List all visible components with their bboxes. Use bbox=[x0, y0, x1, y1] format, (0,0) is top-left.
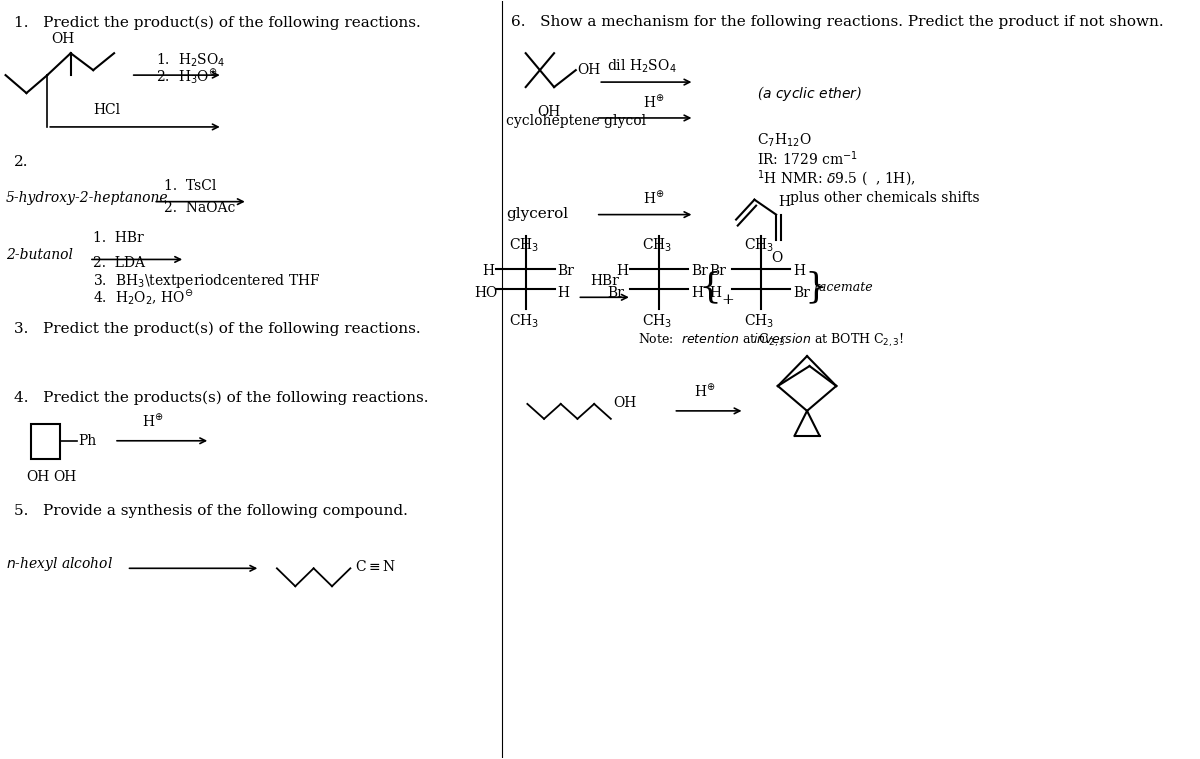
Text: H: H bbox=[616, 264, 628, 279]
Text: ($a$ $cyclic$ $ether$): ($a$ $cyclic$ $ether$) bbox=[757, 84, 863, 103]
Text: }: } bbox=[804, 270, 828, 304]
Text: CH$_3$: CH$_3$ bbox=[509, 312, 539, 329]
Text: 5.   Provide a synthesis of the following compound.: 5. Provide a synthesis of the following … bbox=[14, 503, 408, 518]
Text: 3.   Predict the product(s) of the following reactions.: 3. Predict the product(s) of the followi… bbox=[14, 321, 420, 335]
Text: H: H bbox=[482, 264, 494, 279]
Text: 4.   Predict the products(s) of the following reactions.: 4. Predict the products(s) of the follow… bbox=[14, 391, 428, 405]
Text: HCl: HCl bbox=[94, 103, 120, 117]
Text: cycloheptene glycol: cycloheptene glycol bbox=[506, 114, 647, 128]
Text: H$^{\oplus}$: H$^{\oplus}$ bbox=[695, 383, 716, 400]
Text: 1.  TsCl: 1. TsCl bbox=[164, 178, 216, 193]
Text: Note:  $retention$ at C$_{2,3}$: Note: $retention$ at C$_{2,3}$ bbox=[637, 332, 785, 349]
Text: OH: OH bbox=[52, 32, 74, 46]
Text: dil H$_2$SO$_4$: dil H$_2$SO$_4$ bbox=[607, 57, 677, 74]
Text: H: H bbox=[709, 286, 721, 301]
Text: Br: Br bbox=[558, 264, 575, 279]
Text: +: + bbox=[721, 293, 733, 307]
Text: HBr: HBr bbox=[590, 274, 619, 288]
Text: 4.  H$_2$O$_2$, HO$^{\ominus}$: 4. H$_2$O$_2$, HO$^{\ominus}$ bbox=[94, 289, 194, 308]
Text: H: H bbox=[778, 194, 790, 209]
Text: C$_7$H$_{12}$O: C$_7$H$_{12}$O bbox=[757, 132, 811, 150]
Text: H: H bbox=[558, 286, 570, 301]
Text: glycerol: glycerol bbox=[506, 206, 569, 221]
Text: 1.  H$_2$SO$_4$: 1. H$_2$SO$_4$ bbox=[156, 51, 226, 68]
Text: Br: Br bbox=[691, 264, 708, 279]
Text: OH: OH bbox=[613, 396, 637, 410]
Text: $inversion$ at BOTH C$_{2,3}$!: $inversion$ at BOTH C$_{2,3}$! bbox=[752, 332, 904, 349]
Text: Br: Br bbox=[793, 286, 810, 301]
Text: CH$_3$: CH$_3$ bbox=[642, 312, 673, 329]
Text: Br: Br bbox=[709, 264, 726, 279]
Text: plus other chemicals shifts: plus other chemicals shifts bbox=[791, 191, 980, 205]
Text: HO: HO bbox=[474, 286, 497, 301]
Text: OH: OH bbox=[538, 105, 560, 119]
Text: OH: OH bbox=[577, 63, 601, 77]
Text: 1.   Predict the product(s) of the following reactions.: 1. Predict the product(s) of the followi… bbox=[14, 15, 421, 30]
Text: Ph: Ph bbox=[78, 434, 96, 449]
Text: IR: 1729 cm$^{-1}$: IR: 1729 cm$^{-1}$ bbox=[757, 150, 858, 168]
Text: 2.  H$_3$O$^{\oplus}$: 2. H$_3$O$^{\oplus}$ bbox=[156, 68, 217, 87]
Text: H: H bbox=[691, 286, 703, 301]
Text: H$^{\oplus}$: H$^{\oplus}$ bbox=[642, 190, 664, 206]
Text: CH$_3$: CH$_3$ bbox=[642, 237, 673, 254]
Text: 1.  HBr: 1. HBr bbox=[94, 231, 144, 244]
Text: 3.  BH$_3$\textperiodcentered THF: 3. BH$_3$\textperiodcentered THF bbox=[94, 272, 320, 291]
Text: 2-butanol: 2-butanol bbox=[6, 248, 72, 263]
Text: H: H bbox=[793, 264, 805, 279]
Text: H$^{\oplus}$: H$^{\oplus}$ bbox=[142, 413, 163, 430]
Text: $^1$H NMR: $\delta$9.5 (  , 1H),: $^1$H NMR: $\delta$9.5 ( , 1H), bbox=[757, 168, 916, 189]
Text: Br: Br bbox=[607, 286, 624, 301]
Text: {: { bbox=[698, 270, 721, 304]
Text: CH$_3$: CH$_3$ bbox=[509, 237, 539, 254]
Text: CH$_3$: CH$_3$ bbox=[744, 237, 774, 254]
Text: H$^{\oplus}$: H$^{\oplus}$ bbox=[642, 94, 664, 111]
Text: CH$_3$: CH$_3$ bbox=[744, 312, 774, 329]
Text: racemate: racemate bbox=[812, 281, 872, 294]
Bar bbox=[31, 424, 60, 458]
Text: O: O bbox=[772, 251, 782, 266]
Text: 5-hydroxy-2-heptanone: 5-hydroxy-2-heptanone bbox=[6, 191, 168, 205]
Text: 6.   Show a mechanism for the following reactions. Predict the product if not sh: 6. Show a mechanism for the following re… bbox=[511, 15, 1163, 30]
Text: 2.: 2. bbox=[14, 155, 29, 168]
Text: OH: OH bbox=[53, 470, 77, 483]
Text: OH: OH bbox=[26, 470, 49, 483]
Text: $n$-hexyl alcohol: $n$-hexyl alcohol bbox=[6, 556, 113, 573]
Text: C$\equiv$N: C$\equiv$N bbox=[354, 559, 396, 574]
Text: 2.  LDA: 2. LDA bbox=[94, 257, 145, 270]
Text: 2.  NaOAc: 2. NaOAc bbox=[164, 200, 235, 215]
